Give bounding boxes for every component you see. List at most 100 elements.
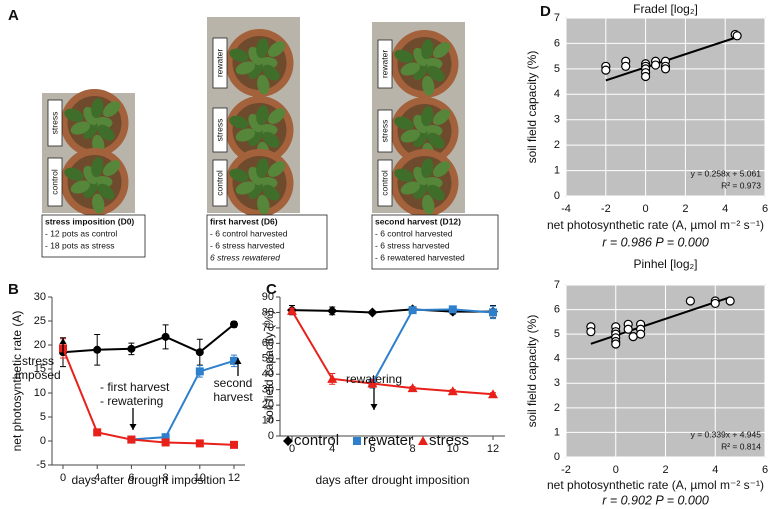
series-line <box>131 359 235 441</box>
x-tick-label: 2 <box>662 464 668 476</box>
point <box>93 428 102 437</box>
leaf <box>91 98 104 119</box>
point <box>621 61 631 71</box>
series-line <box>62 347 235 446</box>
point <box>353 437 361 445</box>
point <box>287 305 297 315</box>
point <box>489 308 497 317</box>
x-tick-label: -2 <box>561 464 571 476</box>
y-tick-label: 90 <box>262 291 274 303</box>
leaf <box>262 64 280 81</box>
y-tick-label: 30 <box>34 291 46 303</box>
panel-label: D <box>540 3 551 20</box>
x-tick-label: 8 <box>410 443 416 455</box>
point <box>283 436 293 446</box>
arrow-head <box>59 338 67 344</box>
photo-tag: stress <box>379 120 389 143</box>
y-tick-label: 0 <box>554 451 560 463</box>
leaf <box>421 106 434 127</box>
x-axis-label: net photosynthetic rate (A, µmol m⁻² s⁻¹… <box>547 218 764 232</box>
point <box>636 329 646 339</box>
point <box>447 386 458 396</box>
x-tick-label: 10 <box>447 443 459 455</box>
x-tick-label: 0 <box>613 464 619 476</box>
point <box>623 324 633 334</box>
point <box>710 298 720 309</box>
series-line <box>371 308 494 384</box>
x-axis-label: days after drought imposition <box>315 473 469 487</box>
tag-box <box>47 157 63 207</box>
y-tick-label: 3 <box>554 377 560 389</box>
leaf <box>422 75 435 96</box>
y-tick-label: 2 <box>554 139 560 151</box>
y-tick-label: 10 <box>34 387 46 399</box>
point <box>408 306 417 315</box>
y-tick-label: 6 <box>554 303 560 315</box>
chart-title: Pinhel [log₂] <box>633 257 697 271</box>
plot-area <box>565 17 766 197</box>
point <box>650 60 661 70</box>
leaf <box>70 180 90 194</box>
y-tick-label: 3 <box>554 114 560 126</box>
leaf <box>64 167 84 181</box>
fit-r2: R² = 0.814 <box>721 441 761 451</box>
x-tick-label: 2 <box>682 203 688 215</box>
x-tick-label: 6 <box>762 464 768 476</box>
leaf <box>422 194 435 215</box>
y-tick-label: 25 <box>34 315 46 327</box>
caption-line: - 6 control harvested <box>210 228 288 238</box>
panel-label: C <box>266 281 277 298</box>
leaf <box>257 74 270 95</box>
y-tick-label: 5 <box>554 328 560 340</box>
x-tick-label: 10 <box>194 472 206 484</box>
tag-box <box>377 39 393 89</box>
y-tick-label: 80 <box>262 306 274 318</box>
point <box>685 296 695 306</box>
y-tick-label: 10 <box>262 414 274 426</box>
leaf <box>235 61 255 75</box>
tag-box <box>212 159 228 207</box>
y-tick-label: 50 <box>262 353 274 365</box>
leaf <box>427 65 445 82</box>
y-tick-label: 15 <box>34 363 46 375</box>
point <box>230 440 238 449</box>
point <box>725 296 735 306</box>
arrow-head <box>129 424 137 430</box>
photo-tag: stress <box>214 119 224 142</box>
y-axis-label: soil field capacity (%) <box>525 315 539 428</box>
tag-box <box>377 109 393 153</box>
x-tick-label: 12 <box>228 472 240 484</box>
y-tick-label: 20 <box>34 339 46 351</box>
annotation: harvest <box>213 390 253 404</box>
point <box>488 389 498 399</box>
photo-tag: control <box>49 169 59 195</box>
photo-tag: rewater <box>214 49 224 78</box>
y-tick-label: 70 <box>262 322 274 334</box>
annotation: rewatering <box>346 372 402 386</box>
caption-title: first harvest (D6) <box>210 216 278 226</box>
y-tick-label: 6 <box>554 37 560 49</box>
point <box>93 345 102 354</box>
x-tick-label: 0 <box>643 203 649 215</box>
point <box>195 348 204 357</box>
stat-label: r = 0.902 P = 0.000 <box>602 493 709 507</box>
annotation: - rewatering <box>100 394 163 408</box>
scatter-chart: 0 1 2 3 4 5 6 7 -4 -2 0 2 4 6 Fradel [log₂] net photosy… <box>525 2 768 249</box>
annotation: stress <box>22 354 54 368</box>
x-tick-label: 0 <box>289 443 295 455</box>
leaf <box>256 158 269 179</box>
caption-line: - 6 stress harvested <box>210 240 285 250</box>
leaf <box>400 181 420 195</box>
tag-box <box>47 99 63 147</box>
y-tick-label: 7 <box>554 279 560 291</box>
leaf <box>421 158 434 179</box>
point <box>161 438 170 447</box>
leaf <box>421 39 434 60</box>
caption-line: - 6 control harvested <box>375 228 453 238</box>
leaf <box>267 108 286 125</box>
tag-box <box>212 107 228 153</box>
legend-label: rewater <box>363 432 413 449</box>
line-chart: 0 10 20 30 40 50 60 70 80 90 0 4 6 8 10 12 days after dr… <box>262 291 505 487</box>
